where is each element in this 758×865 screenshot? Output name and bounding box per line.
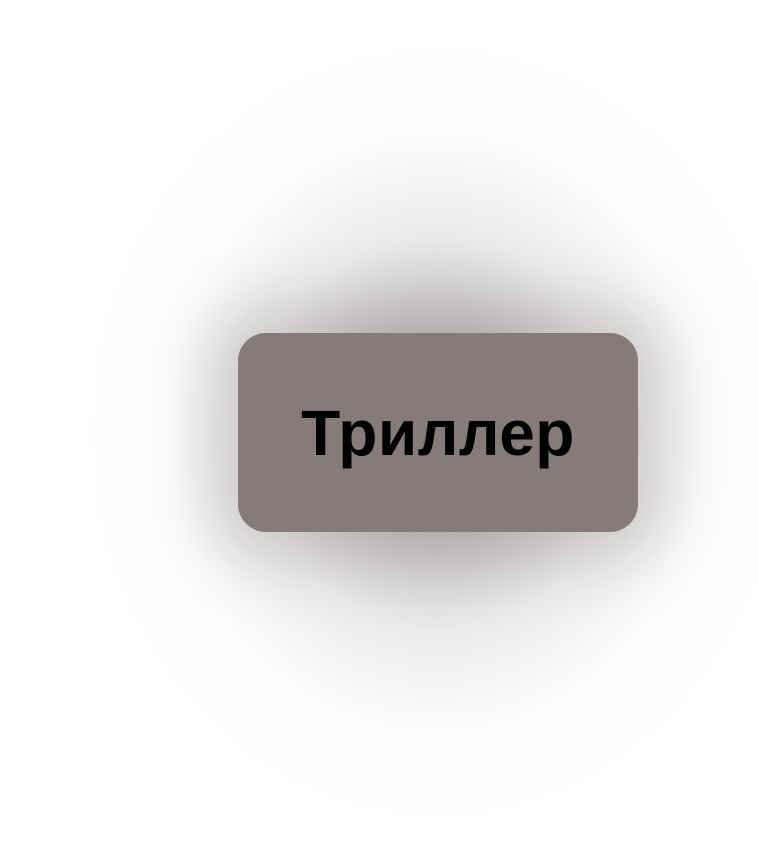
genre-tag-button[interactable]: Триллер: [238, 333, 638, 532]
genre-tag-label: Триллер: [301, 396, 575, 469]
